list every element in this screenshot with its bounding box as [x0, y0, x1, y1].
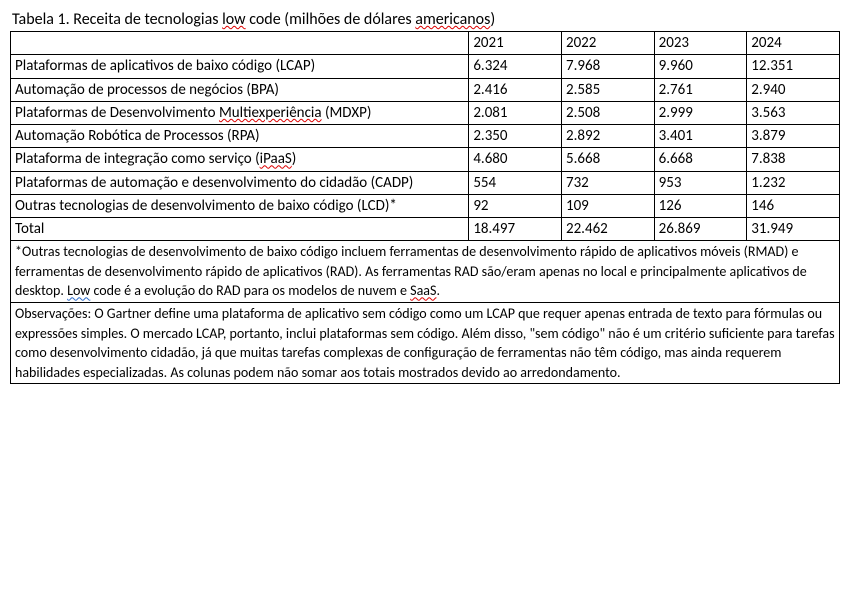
row-label: Plataformas de automação e desenvolvimen… — [11, 171, 469, 194]
note1-text-c: . — [436, 282, 440, 299]
row-label-part-a: Plataforma de integração como serviço ( — [15, 150, 260, 168]
footnote-1: *Outras tecnologias de desenvolvimento d… — [11, 241, 840, 303]
row-0-val-3: 12.351 — [747, 55, 840, 78]
row-3-val-2: 3.401 — [654, 125, 747, 148]
title-wavy-1: low — [222, 10, 245, 29]
row-1-val-3: 2.940 — [747, 78, 840, 101]
row-6-val-1: 109 — [561, 194, 654, 217]
row-5-val-3: 1.232 — [747, 171, 840, 194]
total-val-3: 31.949 — [747, 218, 840, 241]
row-label: Plataforma de integração como serviço (i… — [11, 148, 469, 171]
row-2-val-0: 2.081 — [469, 101, 562, 124]
row-3-val-0: 2.350 — [469, 125, 562, 148]
row-5-val-2: 953 — [654, 171, 747, 194]
row-6-val-0: 92 — [469, 194, 562, 217]
table-row: Automação de processos de negócios (BPA)… — [11, 78, 840, 101]
row-0-val-1: 7.968 — [561, 55, 654, 78]
row-4-val-2: 6.668 — [654, 148, 747, 171]
row-2-val-2: 2.999 — [654, 101, 747, 124]
note1-wavy-2: SaaS — [410, 282, 436, 299]
row-label: Automação Robótica de Processos (RPA) — [11, 125, 469, 148]
total-label: Total — [11, 218, 469, 241]
row-1-val-1: 2.585 — [561, 78, 654, 101]
table-row: Plataformas de automação e desenvolvimen… — [11, 171, 840, 194]
row-label-wavy: Multiexperiência — [219, 104, 322, 122]
row-1-val-2: 2.761 — [654, 78, 747, 101]
row-label: Plataformas de aplicativos de baixo códi… — [11, 55, 469, 78]
header-year-0: 2021 — [469, 32, 562, 55]
title-text-a: Tabela 1. Receita de tecnologias — [12, 10, 222, 29]
table-row: Outras tecnologias de desenvolvimento de… — [11, 194, 840, 217]
header-year-1: 2022 — [561, 32, 654, 55]
table-header-row: 2021202220232024 — [11, 32, 840, 55]
title-text-b: code (milhões de dólares — [246, 10, 416, 29]
header-empty — [11, 32, 469, 55]
row-4-val-0: 4.680 — [469, 148, 562, 171]
total-val-1: 22.462 — [561, 218, 654, 241]
footnote-row-1: *Outras tecnologias de desenvolvimento d… — [11, 241, 840, 303]
revenue-table: 2021202220232024Plataformas de aplicativ… — [10, 31, 840, 384]
row-label-wavy: iPaaS — [260, 150, 292, 168]
table-title: Tabela 1. Receita de tecnologias low cod… — [10, 10, 840, 29]
row-5-val-1: 732 — [561, 171, 654, 194]
title-wavy-2: americanos — [415, 10, 490, 29]
note1-wavy-1: Low — [67, 282, 90, 300]
row-label: Plataformas de Desenvolvimento Multiexpe… — [11, 101, 469, 124]
row-label-part-b: ) — [292, 150, 297, 168]
row-0-val-2: 9.960 — [654, 55, 747, 78]
row-label-part-b: (MDXP) — [322, 104, 372, 122]
row-3-val-3: 3.879 — [747, 125, 840, 148]
header-year-3: 2024 — [747, 32, 840, 55]
table-row: Automação Robótica de Processos (RPA)2.3… — [11, 125, 840, 148]
row-4-val-1: 5.668 — [561, 148, 654, 171]
table-row: Plataforma de integração como serviço (i… — [11, 148, 840, 171]
footnote-2: Observações: O Gartner define uma plataf… — [11, 303, 840, 384]
row-6-val-2: 126 — [654, 194, 747, 217]
footnote-row-2: Observações: O Gartner define uma plataf… — [11, 303, 840, 384]
row-4-val-3: 7.838 — [747, 148, 840, 171]
header-year-2: 2023 — [654, 32, 747, 55]
note1-text-b: code é a evolução do RAD para os modelos… — [90, 282, 410, 299]
total-val-0: 18.497 — [469, 218, 562, 241]
row-label: Automação de processos de negócios (BPA) — [11, 78, 469, 101]
row-label: Outras tecnologias de desenvolvimento de… — [11, 194, 469, 217]
row-2-val-1: 2.508 — [561, 101, 654, 124]
table-total-row: Total18.49722.46226.86931.949 — [11, 218, 840, 241]
row-3-val-1: 2.892 — [561, 125, 654, 148]
row-6-val-3: 146 — [747, 194, 840, 217]
title-text-c: ) — [490, 10, 495, 29]
row-2-val-3: 3.563 — [747, 101, 840, 124]
total-val-2: 26.869 — [654, 218, 747, 241]
table-row: Plataformas de Desenvolvimento Multiexpe… — [11, 101, 840, 124]
row-label-part-a: Plataformas de Desenvolvimento — [15, 104, 219, 122]
row-1-val-0: 2.416 — [469, 78, 562, 101]
row-5-val-0: 554 — [469, 171, 562, 194]
row-0-val-0: 6.324 — [469, 55, 562, 78]
table-row: Plataformas de aplicativos de baixo códi… — [11, 55, 840, 78]
